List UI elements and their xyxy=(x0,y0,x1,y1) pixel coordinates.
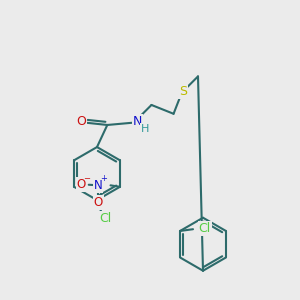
Text: H: H xyxy=(141,124,149,134)
Text: −: − xyxy=(83,174,90,183)
Text: O: O xyxy=(94,196,103,209)
Text: Cl: Cl xyxy=(199,221,211,235)
Text: +: + xyxy=(100,174,107,183)
Text: Cl: Cl xyxy=(100,212,112,225)
Text: N: N xyxy=(133,115,142,128)
Text: N: N xyxy=(94,179,103,192)
Text: S: S xyxy=(179,85,187,98)
Text: O: O xyxy=(76,178,86,191)
Text: O: O xyxy=(76,115,86,128)
